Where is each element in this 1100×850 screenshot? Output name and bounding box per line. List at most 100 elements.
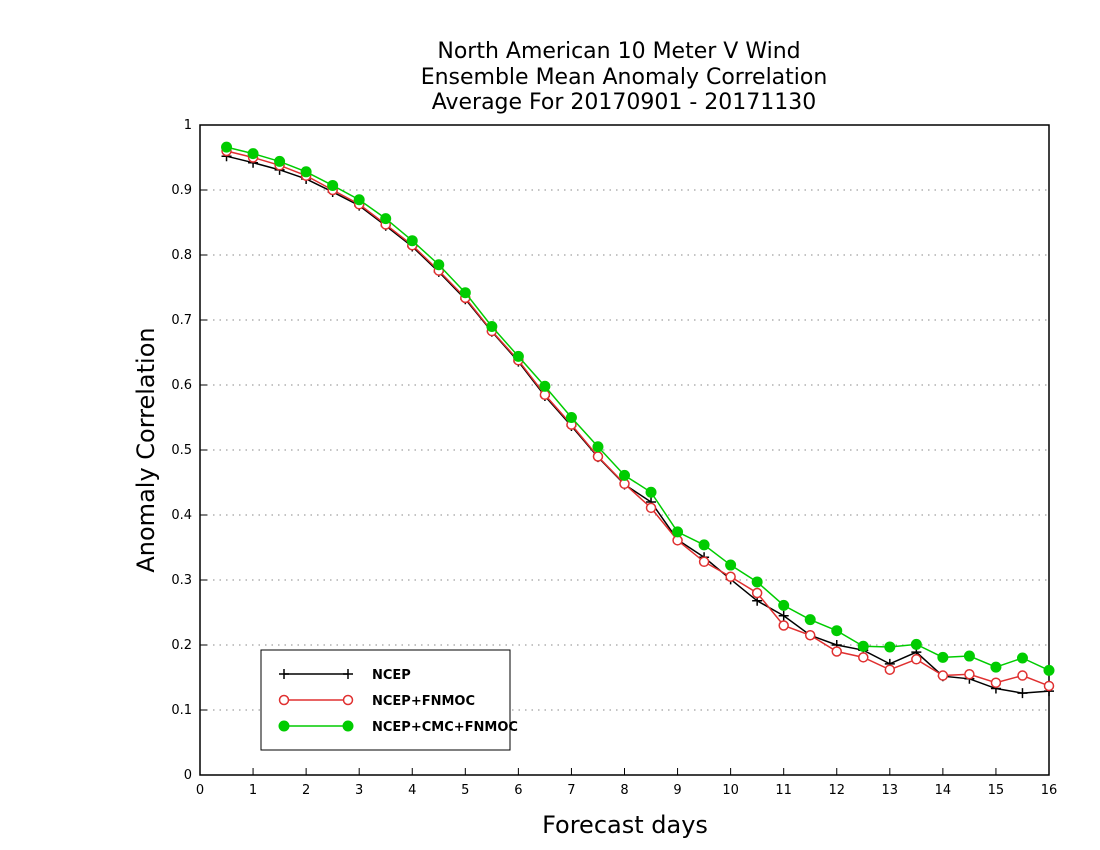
legend: NCEP NCEP+FNMOC NCEP+CMC+FNMOC (260, 649, 518, 751)
data-point (884, 664, 896, 675)
x-axis: 0 1 2 3 4 5 6 7 8 9 10 11 12 13 14 15 16 (196, 768, 1057, 798)
data-point (751, 587, 763, 599)
x-tick-label: 1 (249, 783, 257, 798)
x-tick-label: 8 (620, 783, 628, 798)
y-tick-label: 0.9 (171, 183, 192, 198)
data-point (778, 620, 789, 631)
legend-marker (278, 694, 290, 706)
x-tick-label: 14 (935, 783, 952, 798)
data-point (645, 486, 657, 498)
y-tick-label: 0.6 (171, 378, 192, 393)
data-point (619, 469, 630, 481)
legend-marker (342, 694, 354, 706)
data-point (247, 148, 259, 160)
data-point (512, 350, 524, 362)
data-point (1017, 670, 1028, 681)
x-tick-label: 3 (355, 783, 363, 798)
chart-title-line-3: Average For 20170901 - 20171130 (432, 90, 817, 115)
data-point (857, 640, 869, 652)
series-layer (221, 141, 1055, 699)
x-tick-label: 6 (514, 783, 522, 798)
y-tick-label: 0.1 (171, 703, 192, 718)
legend-label: NCEP+FNMOC (372, 694, 475, 709)
data-point (1016, 652, 1028, 664)
series-ncep-fnmoc (221, 145, 1055, 692)
data-point (964, 669, 975, 680)
x-tick-label: 11 (775, 783, 792, 798)
data-point (698, 539, 710, 551)
data-point (911, 654, 922, 665)
data-point (353, 194, 365, 206)
data-point (778, 610, 789, 621)
data-point (592, 451, 604, 462)
legend-marker (279, 669, 289, 679)
data-point (937, 670, 949, 681)
series-line (226, 150, 1050, 687)
y-axis-label: Anomaly Correlation (132, 327, 160, 572)
y-tick-label: 0.7 (171, 313, 192, 328)
series-line (226, 155, 1050, 694)
data-point (725, 559, 737, 571)
legend-label: NCEP+CMC+FNMOC (372, 720, 518, 735)
series-ncep-cmc-fnmoc (221, 141, 1055, 676)
chart-title-line-2: Ensemble Mean Anomaly Correlation (421, 65, 828, 90)
legend-marker (342, 720, 354, 732)
data-point (884, 641, 896, 653)
data-point (565, 412, 577, 423)
data-point (725, 571, 736, 582)
data-point (486, 321, 498, 332)
data-point (459, 287, 471, 299)
data-point (592, 441, 604, 453)
x-tick-label: 7 (567, 783, 575, 798)
y-axis: 0 0.1 0.2 0.3 0.4 0.5 0.6 0.7 0.8 0.9 1 (171, 118, 207, 783)
data-point (1043, 664, 1055, 676)
data-point (327, 179, 339, 191)
data-point (221, 141, 233, 153)
y-tick-label: 0.5 (171, 443, 192, 458)
data-point (963, 650, 975, 662)
x-tick-label: 9 (673, 783, 681, 798)
legend-marker (278, 720, 290, 732)
y-tick-label: 0.2 (171, 638, 192, 653)
data-point (804, 630, 816, 641)
data-point (380, 213, 392, 225)
x-tick-label: 0 (196, 783, 204, 798)
y-tick-label: 0.8 (171, 248, 192, 263)
data-point (698, 556, 710, 568)
data-point (1017, 688, 1028, 699)
gridlines (200, 189, 1049, 711)
data-point (751, 576, 763, 588)
y-tick-label: 0.4 (171, 508, 192, 523)
data-point (778, 599, 790, 611)
data-point (990, 661, 1002, 673)
data-point (910, 638, 922, 650)
data-point (831, 625, 843, 637)
x-tick-label: 16 (1041, 783, 1058, 798)
x-tick-label: 10 (722, 783, 739, 798)
y-tick-label: 0 (184, 768, 192, 783)
data-point (433, 259, 445, 271)
data-point (300, 166, 312, 178)
x-axis-label: Forecast days (542, 811, 708, 839)
y-tick-label: 0.3 (171, 573, 192, 588)
data-point (831, 646, 842, 657)
data-point (990, 677, 1002, 688)
data-point (858, 652, 869, 663)
data-point (406, 235, 418, 247)
legend-label: NCEP (372, 668, 411, 683)
x-tick-label: 15 (988, 783, 1005, 798)
data-point (804, 614, 816, 626)
x-tick-label: 13 (882, 783, 899, 798)
data-point (274, 155, 286, 167)
data-point (645, 502, 657, 514)
legend-marker (343, 669, 353, 679)
data-point (672, 526, 684, 538)
chart-title-line-1: North American 10 Meter V Wind (437, 39, 800, 64)
x-tick-label: 4 (408, 783, 416, 798)
y-tick-label: 1 (184, 118, 192, 133)
series-line (226, 146, 1050, 672)
data-point (1043, 680, 1055, 692)
series-ncep (221, 151, 1054, 699)
data-point (539, 380, 551, 392)
